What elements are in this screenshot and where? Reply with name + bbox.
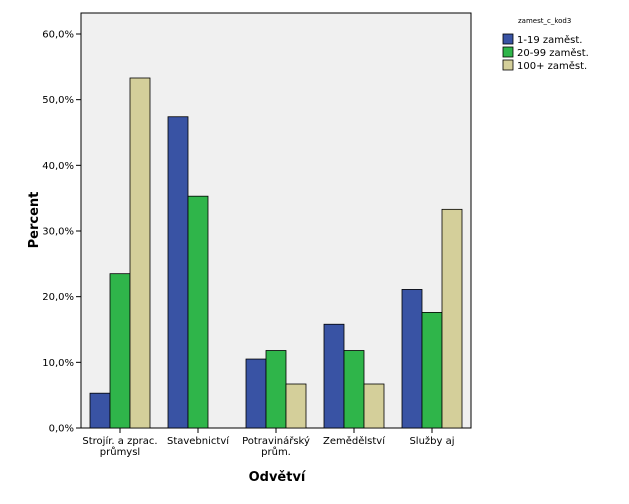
bar — [441, 208, 463, 429]
bar — [245, 358, 267, 429]
y-tick-label: 30,0% — [42, 227, 74, 238]
legend-swatch — [502, 33, 514, 45]
y-tick-label: 50,0% — [42, 95, 74, 106]
legend-swatch — [502, 59, 514, 71]
x-tick-label: Stavebnictví — [167, 435, 230, 447]
bar — [323, 323, 345, 429]
bar — [343, 350, 365, 429]
y-tick-label: 60,0% — [42, 30, 74, 41]
x-tick-label: Zemědělství — [323, 435, 386, 447]
bar — [89, 392, 111, 429]
y-tick-label: 40,0% — [42, 161, 74, 172]
bars — [89, 77, 463, 429]
legend-label: 100+ zaměst. — [517, 60, 587, 72]
legend-title: zamest_c_kod3 — [518, 17, 571, 25]
bar — [421, 312, 443, 429]
x-tick-label: Potravinářský — [242, 435, 310, 447]
bar — [401, 289, 423, 429]
legend: zamest_c_kod3 1-19 zaměst.20-99 zaměst.1… — [502, 17, 589, 72]
x-tick-label: prům. — [261, 446, 291, 458]
legend-swatch — [502, 46, 514, 58]
bar — [167, 116, 189, 429]
x-axis: Strojír. a zprac.průmysl Stavebnictví Potr… — [82, 428, 455, 458]
bar — [129, 77, 151, 429]
y-tick-label: 10,0% — [42, 358, 74, 369]
bar — [363, 383, 385, 429]
y-axis: 0,0% 10,0% 20,0% 30,0% 40,0% 50,0% 60,0% — [42, 30, 81, 435]
bar — [187, 195, 209, 429]
bar — [265, 350, 287, 429]
y-tick-label: 0,0% — [49, 424, 74, 435]
legend-label: 1-19 zaměst. — [517, 34, 582, 46]
x-tick-label: Strojír. a zprac. — [82, 435, 157, 447]
y-axis-title: Percent — [27, 192, 42, 249]
x-axis-title: Odvětví — [249, 470, 307, 485]
y-tick-label: 20,0% — [42, 292, 74, 303]
bar — [109, 273, 131, 429]
legend-label: 20-99 zaměst. — [517, 47, 589, 59]
x-tick-label: Služby aj — [409, 435, 454, 447]
bar — [285, 383, 307, 429]
x-tick-label: průmysl — [100, 446, 140, 458]
